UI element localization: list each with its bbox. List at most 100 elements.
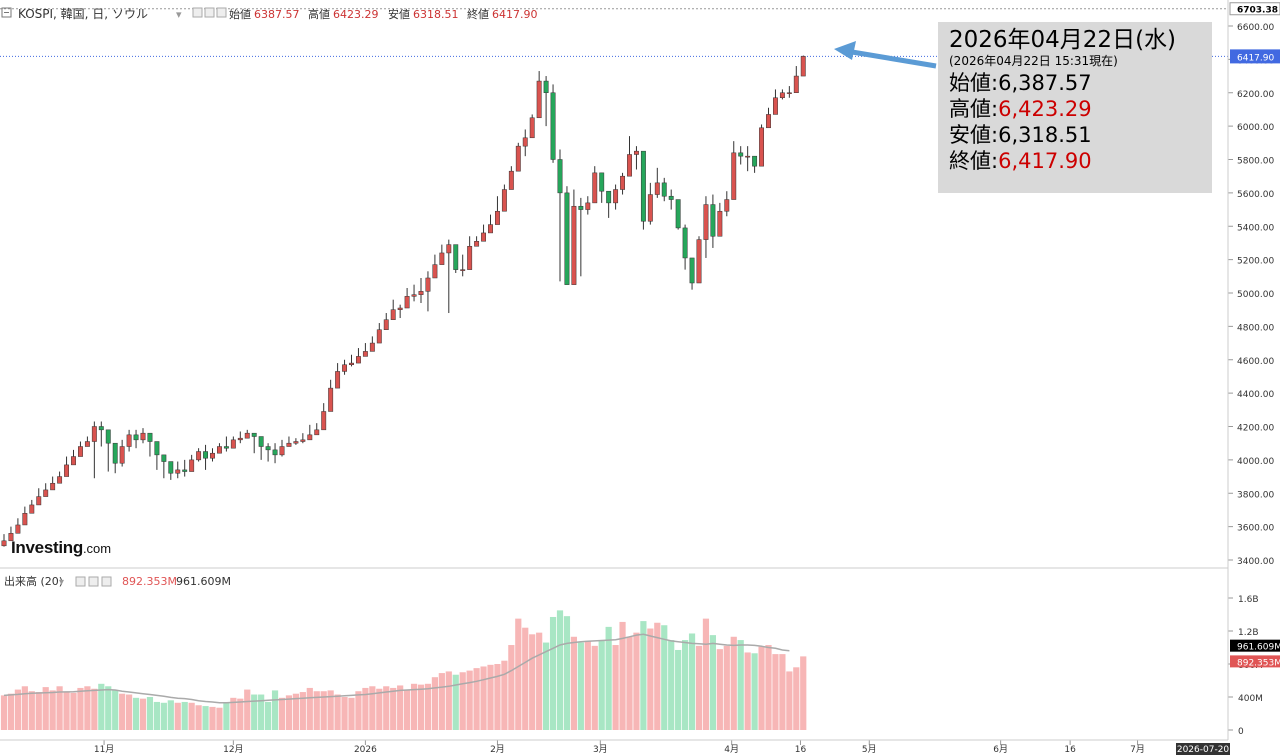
volume-bar [112, 690, 119, 730]
volume-bar [563, 616, 571, 730]
candle-body [210, 452, 215, 459]
volume-bar [153, 701, 160, 730]
volume-bar [466, 670, 473, 730]
candle-body [703, 204, 709, 240]
volume-bar [480, 666, 487, 730]
candle-body [29, 504, 35, 514]
info-high-label: 高値: [949, 97, 999, 121]
price-tick-label: 5200.00 [1237, 257, 1274, 267]
volume-bar [633, 632, 640, 730]
volume-bar [800, 656, 807, 730]
volume-bar [438, 673, 445, 730]
volume-bar [237, 698, 244, 730]
volume-bar [744, 652, 751, 730]
volume-bar [306, 687, 313, 730]
price-tick-label: 3800.00 [1237, 490, 1274, 500]
axes: 3400.00 3600.00 3800.00 4000.00 4200.00 4400.… [94, 2, 1280, 755]
hide-icon[interactable] [204, 7, 215, 18]
collapse-icon[interactable] [1, 7, 12, 18]
top-label-box [1229, 2, 1280, 16]
volume-bar [341, 697, 348, 730]
candle-body [522, 137, 528, 147]
candle-body [766, 114, 771, 129]
price-tick-label: 5400.00 [1237, 223, 1274, 233]
volume-bar [202, 706, 209, 730]
candle-body [543, 80, 549, 93]
time-tick-label: 11月 [94, 744, 114, 755]
volume-bar [452, 674, 459, 730]
close-label: 終値 [467, 7, 489, 21]
candle-body [689, 257, 695, 284]
last-price-tag [1230, 49, 1280, 64]
symbol-dropdown-icon[interactable]: ▾ [176, 8, 182, 21]
candle-body [57, 476, 63, 484]
open-label: 始値 [229, 7, 251, 21]
volume-bar [772, 654, 779, 730]
candle-body [119, 446, 125, 464]
candle-body [696, 239, 702, 284]
volume-bar [647, 628, 654, 730]
candle-body [182, 469, 188, 472]
candle-body [189, 459, 195, 472]
candle-body [161, 454, 167, 462]
volume-bar [28, 691, 35, 730]
volume-bar [730, 636, 737, 730]
candle-body [307, 434, 313, 441]
settings-icon[interactable] [192, 7, 203, 18]
volume-bar [299, 692, 306, 730]
volume-bar [181, 701, 188, 730]
high-value: 6423.29 [333, 8, 379, 21]
candle-body [682, 227, 688, 259]
candle-body [481, 232, 487, 242]
candle-body [383, 319, 389, 330]
volume-bar [285, 695, 293, 730]
candle-body [50, 482, 56, 491]
candle-body [474, 241, 480, 247]
volume-bar [640, 621, 647, 730]
candle-body [321, 411, 327, 431]
price-tick-label: 3400.00 [1237, 557, 1274, 567]
candle-body [488, 224, 493, 234]
volume-close-icon[interactable] [101, 576, 112, 587]
volume-bar [251, 694, 258, 730]
volume-bar [91, 688, 98, 730]
volume-bar [188, 702, 195, 730]
volume-bar [612, 645, 619, 730]
candle-body [356, 356, 361, 364]
volume-bar [209, 706, 216, 730]
candle-body [1, 540, 7, 547]
volume-bar [292, 693, 299, 730]
volume-bar [445, 671, 452, 730]
candle-body [91, 426, 97, 442]
logo-brand: Investing [11, 538, 83, 557]
volume-bar [362, 687, 369, 730]
candle-body [314, 429, 320, 436]
close-icon[interactable] [216, 7, 227, 18]
volume-bar [688, 633, 696, 730]
candle-body [8, 533, 14, 542]
candle-body [230, 439, 236, 449]
volume-tick-label: 0 [1238, 727, 1244, 737]
volume-hide-icon[interactable] [88, 576, 99, 587]
candle-body [432, 264, 438, 279]
volume-settings-icon[interactable] [75, 576, 86, 587]
volume-bar [543, 642, 550, 730]
candle-body [661, 182, 667, 197]
volume-bar [529, 634, 536, 730]
volume-bar [404, 689, 411, 730]
candle-body [745, 155, 751, 158]
candle-body [175, 469, 181, 474]
price-tick-label: 4000.00 [1237, 457, 1274, 467]
volume-bar [417, 684, 425, 730]
volume-bar [661, 625, 668, 730]
volume-bar [63, 692, 70, 730]
volume-dropdown-icon[interactable]: ▾ [59, 577, 64, 588]
candle-body [550, 92, 556, 160]
volume-bar [515, 618, 522, 730]
candle-body [467, 246, 473, 270]
candle-body [453, 244, 459, 270]
candle-body [585, 202, 591, 210]
volume-bar [501, 660, 508, 730]
low-label: 安値 [388, 7, 410, 21]
candle-body [779, 92, 785, 99]
